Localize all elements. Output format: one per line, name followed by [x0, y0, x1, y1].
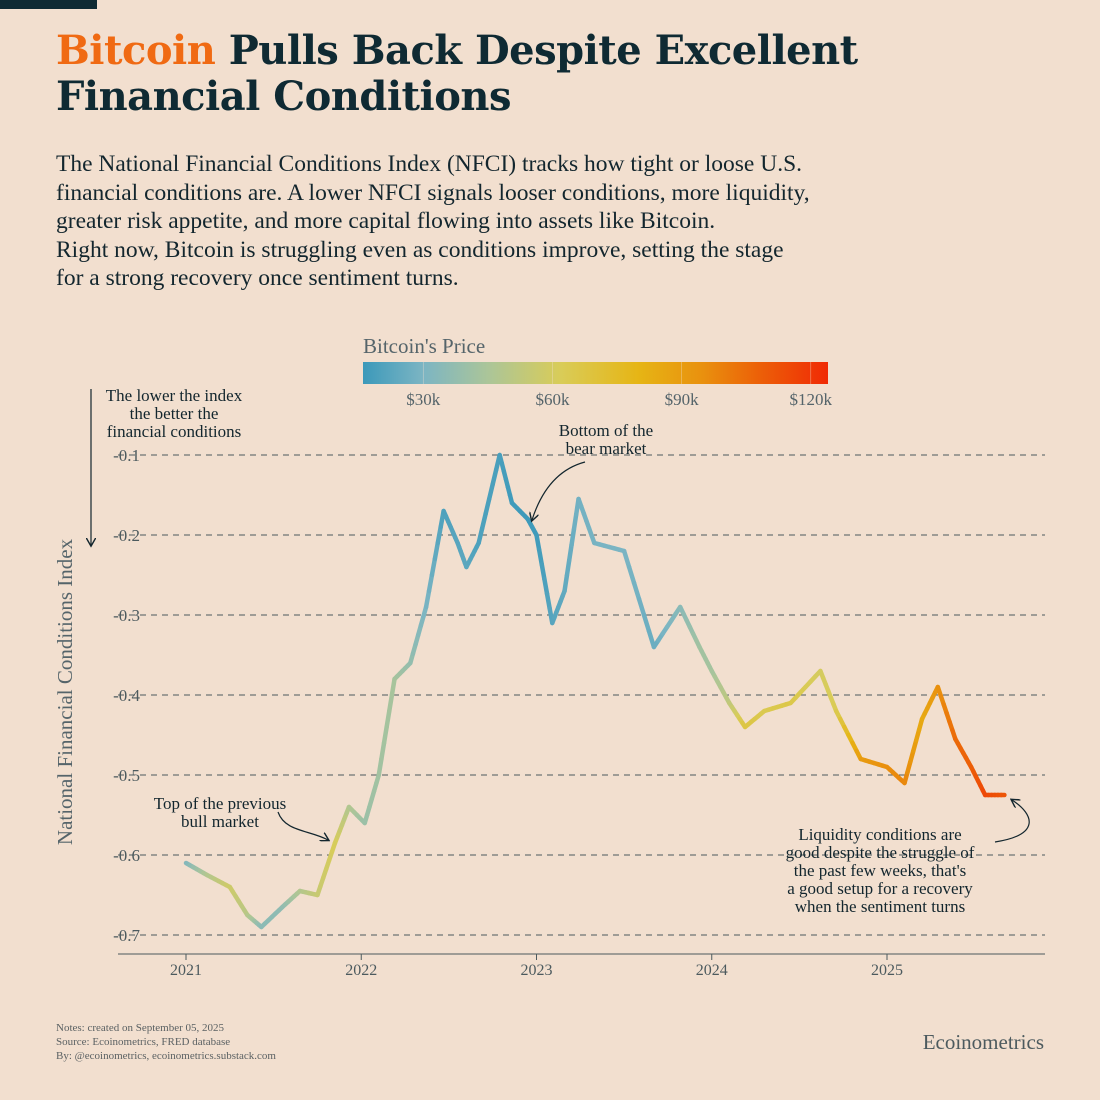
- x-tick-label: 2025: [871, 962, 903, 979]
- y-tick-label: -0.4: [113, 686, 140, 705]
- nfci-line-segment: [479, 511, 488, 531]
- x-tick-label: 2024: [696, 962, 728, 979]
- colorbar-tick-label: $90k: [665, 390, 700, 409]
- title-line2: Financial Conditions: [56, 73, 511, 120]
- annotation-bear-bottom: Bottom of the: [559, 421, 653, 440]
- bear-bottom-arrow: [532, 461, 586, 520]
- nfci-line-segment: [539, 562, 547, 582]
- annotation-liquidity: the past few weeks, that's: [794, 861, 967, 880]
- nfci-line-segment: [631, 580, 642, 602]
- x-tick-label: 2021: [170, 962, 202, 979]
- annotation-bear-bottom: bear market: [566, 439, 647, 458]
- y-axis-label: National Financial Conditions Index: [53, 538, 77, 845]
- nfci-line-segment: [636, 596, 647, 618]
- nfci-line-segment: [626, 564, 637, 586]
- nfci-line-segment: [389, 676, 397, 698]
- x-tick-label: 2023: [521, 962, 553, 979]
- nfci-line-segment: [387, 692, 395, 714]
- colorbar-tick-label: $60k: [535, 390, 570, 409]
- y-tick-label: -0.1: [113, 446, 140, 465]
- nfci-line-segment: [381, 724, 389, 746]
- liquidity-arrow: [994, 800, 1030, 843]
- footer-notes: Notes: created on September 05, 2025 Sou…: [56, 1021, 276, 1063]
- nfci-line-segment: [641, 612, 652, 634]
- colorbar-tick-label: $30k: [406, 390, 441, 409]
- annotation-liquidity: when the sentiment turns: [795, 897, 965, 916]
- top-accent-bar: [0, 0, 97, 9]
- nfci-line-segment: [435, 524, 443, 546]
- annotation-bull-top: bull market: [181, 812, 259, 831]
- nfci-line-segment: [536, 547, 545, 567]
- y-tick-label: -0.2: [113, 526, 140, 545]
- annotation-liquidity: good despite the struggle of: [786, 843, 975, 862]
- subtitle: The National Financial Conditions Index …: [56, 150, 1056, 293]
- bull-top-arrow: [277, 811, 328, 840]
- nfci-line-segment: [542, 576, 550, 596]
- y-tick-label: -0.6: [113, 846, 140, 865]
- colorbar: [363, 362, 828, 384]
- nfci-line-segment: [423, 588, 432, 610]
- nfci-line-segment: [569, 527, 577, 548]
- annotation-liquidity: a good setup for a recovery: [787, 879, 973, 898]
- nfci-line-segment: [564, 558, 572, 578]
- nfci-line-segment: [544, 591, 552, 611]
- nfci-line-segment: [476, 526, 485, 546]
- title-line1: Pulls Back Despite Excellent: [215, 27, 858, 74]
- x-tick-label: 2022: [345, 962, 377, 979]
- nfci-line-segment: [566, 542, 574, 563]
- nfci-line-segment: [379, 740, 387, 762]
- title-highlight: Bitcoin: [56, 27, 216, 74]
- nfci-line-segment: [534, 532, 542, 552]
- nfci-line-segment: [426, 572, 435, 594]
- nfci-line-segment: [486, 482, 495, 502]
- colorbar-title: Bitcoin's Price: [363, 334, 485, 358]
- subtitle-line: Right now, Bitcoin is struggling even as…: [56, 236, 784, 263]
- nfci-line-segment: [429, 556, 438, 578]
- colorbar-tick-label: $120k: [790, 390, 833, 409]
- footer-note: Notes: created on September 05, 2025: [56, 1022, 225, 1034]
- y-tick-label: -0.3: [113, 606, 140, 625]
- annotation-direction: the better the: [130, 404, 219, 423]
- annotation-bull-top: Top of the previous: [154, 794, 286, 813]
- nfci-line-segment: [384, 708, 392, 730]
- nfci-line-segment: [483, 496, 492, 516]
- footer-note: Source: Ecoinometrics, FRED database: [56, 1036, 231, 1048]
- footer-note: By: @ecoinometrics, ecoinometrics.substa…: [56, 1050, 276, 1062]
- annotation-direction: The lower the index: [106, 386, 243, 405]
- nfci-line-segment: [621, 548, 632, 570]
- subtitle-line: greater risk appetite, and more capital …: [56, 208, 716, 234]
- y-tick-label: -0.7: [113, 926, 140, 945]
- nfci-line-segment: [562, 573, 570, 594]
- page-title: Bitcoin Pulls Back Despite Excellent Fin…: [56, 28, 1056, 120]
- annotation-direction: financial conditions: [107, 422, 242, 441]
- brand-name: Ecoinometrics: [922, 1030, 1044, 1054]
- annotation-liquidity: Liquidity conditions are: [798, 825, 961, 844]
- nfci-line-segment: [571, 512, 579, 532]
- nfci-line-segment: [376, 756, 384, 778]
- subtitle-line: financial conditions are. A lower NFCI s…: [56, 179, 810, 206]
- subtitle-line: for a strong recovery once sentiment tur…: [56, 265, 459, 291]
- y-tick-label: -0.5: [113, 766, 140, 785]
- nfci-line-segment: [432, 540, 441, 562]
- subtitle-line: The National Financial Conditions Index …: [56, 151, 803, 177]
- nfci-line-segment: [490, 467, 499, 487]
